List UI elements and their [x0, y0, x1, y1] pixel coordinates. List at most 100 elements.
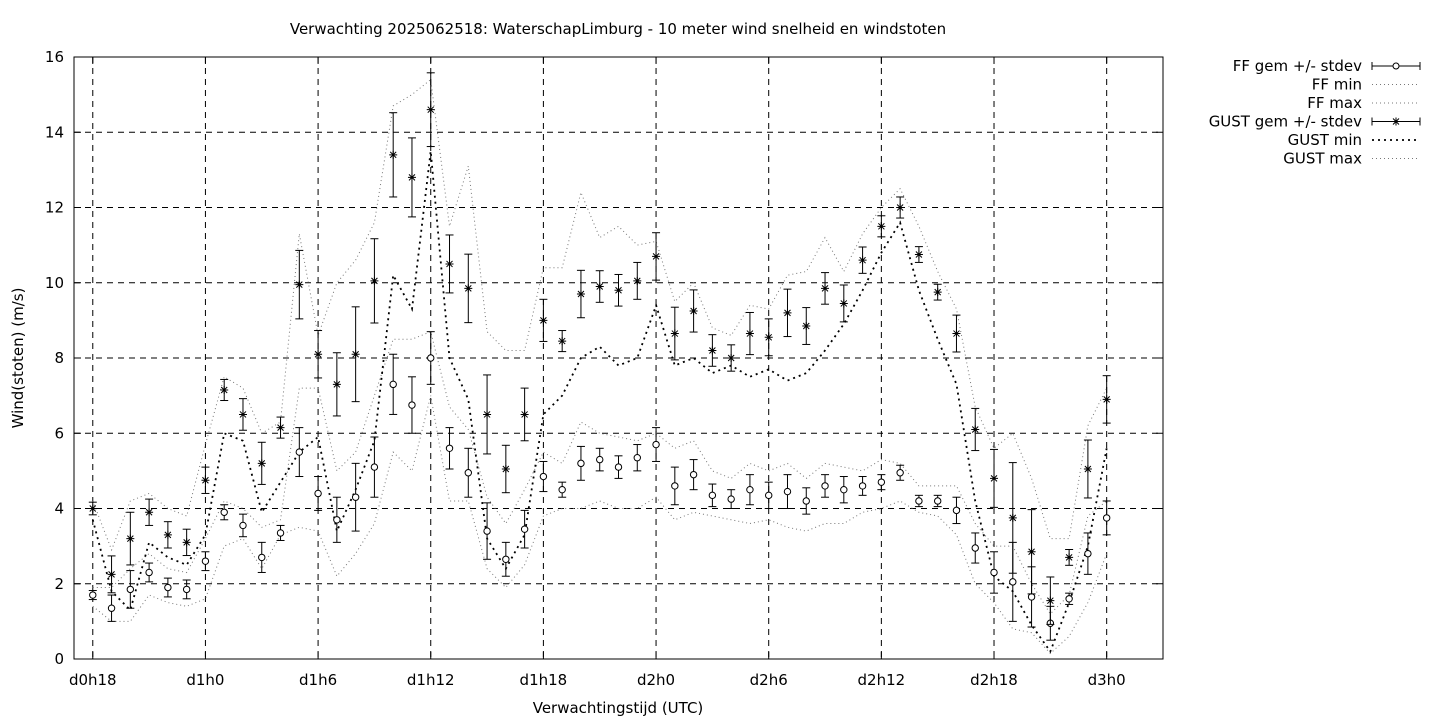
ff-marker: [502, 555, 510, 563]
gust-marker: [464, 284, 473, 293]
gust-marker: [821, 284, 830, 293]
ff-point: [858, 476, 867, 496]
ff-marker: [1102, 514, 1111, 522]
ff-marker: [201, 557, 210, 565]
ff-point: [182, 579, 191, 600]
gust-marker: [670, 329, 679, 338]
gust-marker: [389, 150, 398, 159]
gust-marker: [370, 276, 379, 285]
gust-marker: [1102, 395, 1111, 404]
gust-point: [990, 448, 999, 508]
ff-point: [727, 489, 736, 509]
gust-marker: [764, 333, 773, 342]
gust-min-line: [91, 150, 1108, 654]
gust-marker: [633, 276, 642, 285]
ff-point: [633, 444, 642, 472]
gust-point: [802, 307, 811, 345]
ff-marker: [126, 585, 135, 594]
gust-marker: [1046, 596, 1055, 605]
ff-marker: [596, 455, 604, 464]
ff-point: [670, 466, 679, 506]
ff-marker: [445, 444, 454, 452]
ff-point: [276, 524, 285, 541]
ff-point: [163, 577, 172, 598]
ff-marker: [915, 497, 923, 505]
ff-marker: [614, 463, 623, 471]
gust-point: [539, 298, 548, 342]
y-tick-label: 14: [45, 123, 64, 141]
gust-marker: [407, 173, 416, 182]
gust-marker: [295, 280, 304, 289]
legend-marker: [1392, 62, 1400, 70]
gust-point: [1102, 375, 1111, 424]
gust-marker: [652, 252, 661, 261]
ff-marker: [558, 485, 566, 494]
ff-marker: [971, 544, 979, 552]
ff-point: [464, 447, 473, 498]
gust-point: [407, 137, 416, 218]
ff-marker: [427, 354, 435, 362]
ff-point: [1083, 532, 1092, 575]
ff-max-line: [92, 331, 1108, 615]
ff-marker: [483, 527, 491, 535]
ff-marker: [633, 454, 641, 462]
ff-marker: [933, 497, 942, 505]
gust-point: [351, 306, 360, 403]
x-tick-label: d2h12: [858, 671, 906, 689]
y-tick-label: 4: [54, 500, 64, 518]
ff-point: [614, 455, 623, 479]
x-axis-label: Verwachtingstijd (UTC): [533, 699, 704, 717]
ff-marker: [652, 440, 660, 449]
gust-point: [670, 306, 679, 361]
ff-point: [407, 376, 416, 434]
gust-point: [558, 330, 567, 353]
ff-marker: [258, 553, 266, 562]
gust-marker: [163, 530, 172, 539]
ff-marker: [1009, 578, 1017, 586]
ff-point: [576, 445, 585, 481]
gust-marker: [1065, 553, 1074, 562]
y-tick-label: 12: [45, 199, 64, 217]
gust-point: [933, 283, 942, 301]
gust-point: [1083, 439, 1092, 499]
gust-point: [1008, 462, 1017, 574]
ff-marker: [220, 508, 228, 516]
y-tick-label: 10: [45, 274, 64, 292]
gust-point: [370, 238, 379, 324]
gust-marker: [708, 346, 717, 355]
chart-title: Verwachting 2025062518: WaterschapLimbur…: [290, 20, 946, 38]
gust-marker: [276, 423, 285, 432]
ff-marker: [408, 401, 416, 409]
ff-point: [708, 483, 717, 508]
ff-marker: [145, 568, 153, 577]
ff-point: [332, 496, 341, 543]
ff-marker: [765, 491, 773, 500]
gust-point: [163, 521, 172, 549]
gust-marker: [88, 504, 97, 513]
gust-point: [276, 416, 285, 439]
gust-point: [1046, 576, 1055, 625]
ff-marker: [351, 493, 360, 501]
gust-point: [238, 398, 247, 431]
gust-marker: [614, 286, 623, 295]
ff-marker: [858, 482, 867, 490]
gust-marker: [576, 290, 585, 299]
gust-point: [257, 441, 266, 485]
gust-point: [126, 511, 135, 566]
ff-marker: [520, 525, 529, 533]
gust-marker: [107, 570, 116, 579]
ff-point: [201, 551, 210, 572]
gust-marker: [220, 385, 229, 394]
ff-marker: [1065, 595, 1073, 603]
ff-point: [764, 481, 773, 509]
gust-marker: [145, 508, 154, 517]
gust-point: [1027, 509, 1036, 595]
gust-marker: [858, 256, 867, 265]
ff-marker: [239, 521, 247, 530]
series-layer: [88, 72, 1111, 655]
ff-point: [990, 551, 999, 594]
ff-point: [426, 331, 435, 385]
ff-point: [558, 481, 567, 498]
ff-marker: [896, 469, 904, 477]
